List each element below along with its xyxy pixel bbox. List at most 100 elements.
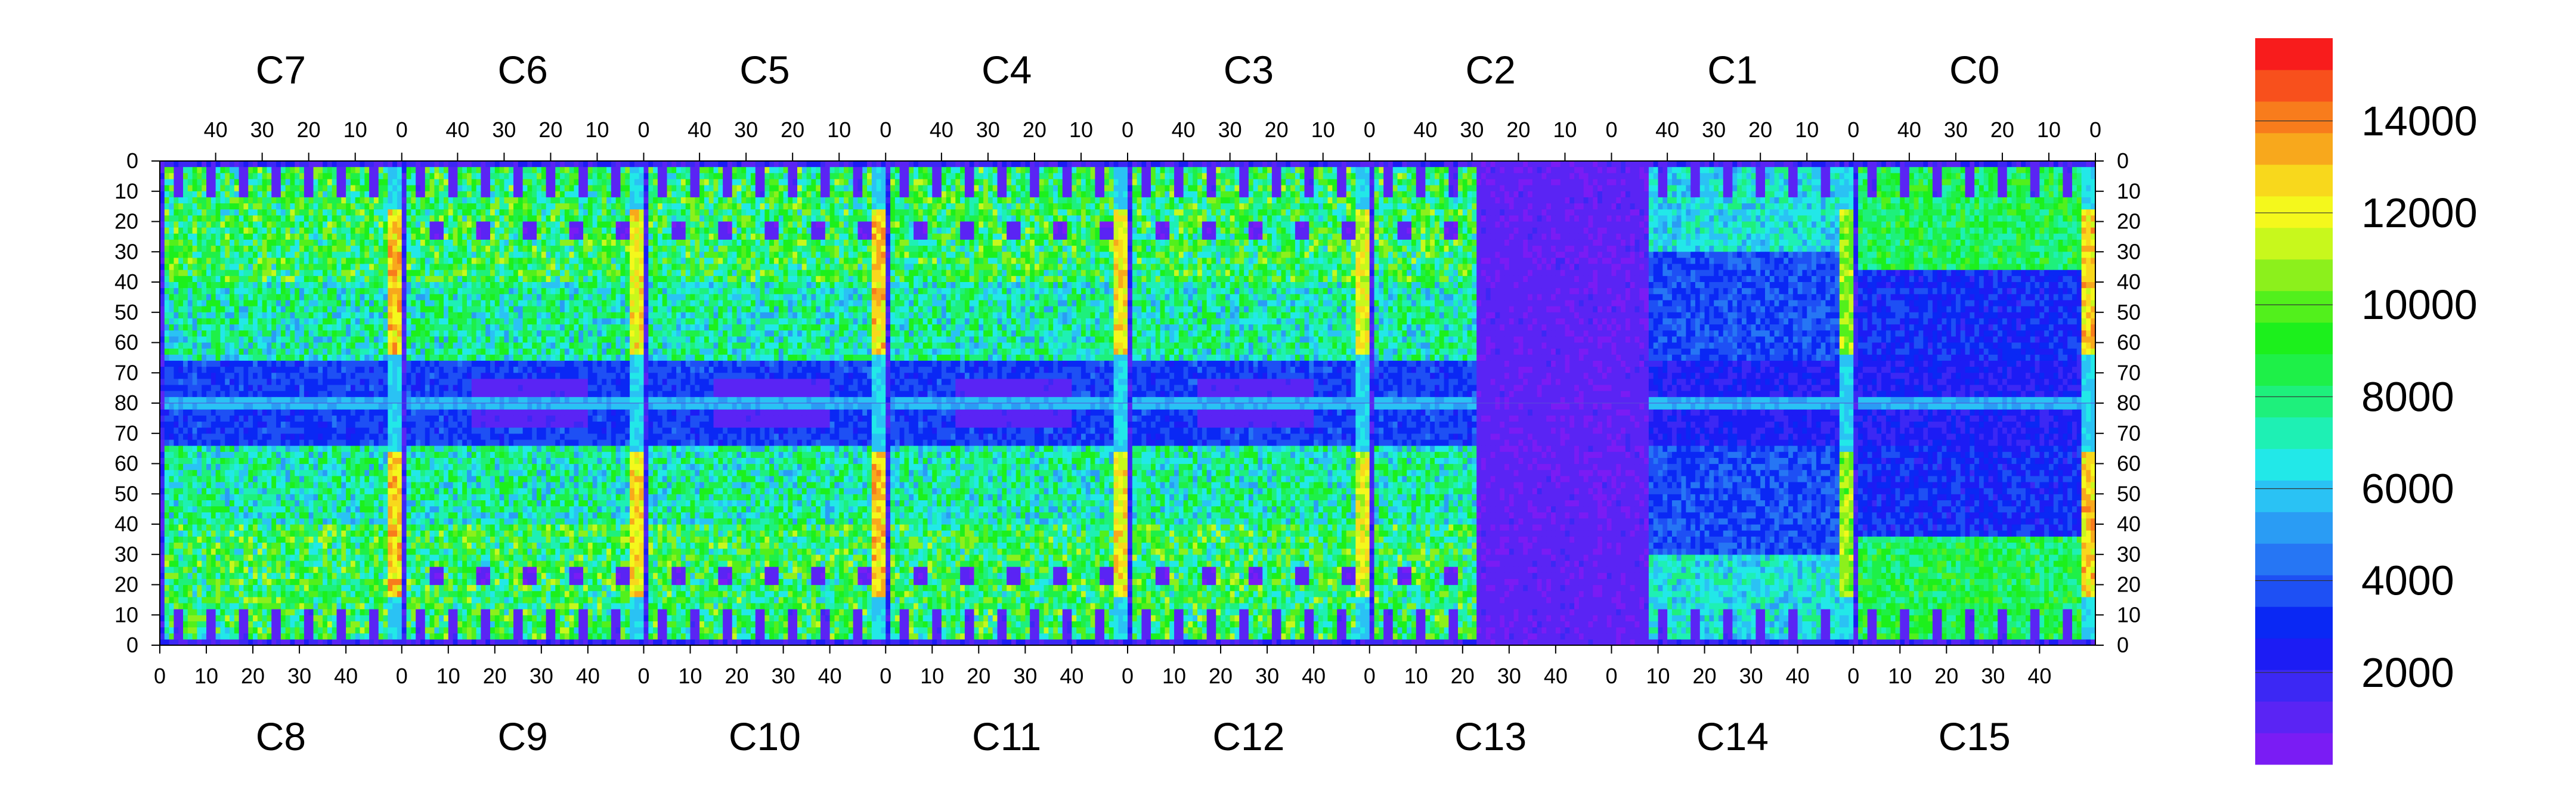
hitmap-cell <box>388 475 393 482</box>
hitmap-cell <box>522 203 528 210</box>
hitmap-cell <box>220 221 225 228</box>
hitmap-cell <box>239 621 244 628</box>
hitmap-cell <box>276 615 281 621</box>
hitmap-cell <box>187 560 193 567</box>
hitmap-cell <box>397 615 402 621</box>
hitmap-cell <box>276 542 281 549</box>
hitmap-cell <box>202 488 207 494</box>
hitmap-cell <box>220 578 225 586</box>
hitmap-cell <box>318 221 323 228</box>
hitmap-cell <box>392 324 398 331</box>
hitmap-cell <box>355 215 361 222</box>
hitmap-cell <box>513 239 519 246</box>
hitmap-cell <box>243 457 249 465</box>
hitmap-cell <box>215 542 221 549</box>
hitmap-cell <box>341 252 346 258</box>
hitmap-cell <box>332 518 338 525</box>
hitmap-cell <box>350 252 356 258</box>
hitmap-cell <box>522 173 528 180</box>
hitmap-cell <box>373 415 379 422</box>
hitmap-cell <box>239 602 244 609</box>
hitmap-cell <box>369 288 374 295</box>
hitmap-cell <box>304 554 309 561</box>
hitmap-cell <box>350 264 356 271</box>
hitmap-cell <box>202 336 207 343</box>
hitmap-cell <box>323 246 328 252</box>
hitmap-cell <box>276 270 281 277</box>
hitmap-cell <box>509 173 514 180</box>
hitmap-cell <box>355 445 361 452</box>
hitmap-cell <box>401 258 407 265</box>
hitmap-cell <box>210 391 216 398</box>
hitmap-cell <box>239 536 244 543</box>
hitmap-cell <box>392 590 398 597</box>
hitmap-cell <box>164 506 170 513</box>
hitmap-cell <box>206 306 212 313</box>
hitmap-cell <box>243 264 249 271</box>
hitmap-cell <box>248 494 253 500</box>
hitmap-cell <box>569 227 575 234</box>
hitmap-cell <box>276 421 281 428</box>
hitmap-cell <box>634 221 640 228</box>
hitmap-cell <box>360 457 365 465</box>
hitmap-cell <box>383 354 388 361</box>
hitmap-cell <box>420 215 426 222</box>
hitmap-cell <box>388 161 393 168</box>
hitmap-cell <box>490 252 496 258</box>
hitmap-cell <box>253 506 258 513</box>
hitmap-cell <box>304 233 309 240</box>
hitmap-cell <box>267 530 272 537</box>
hitmap-cell <box>271 203 277 210</box>
hitmap-cell <box>160 590 165 597</box>
hitmap-cell <box>206 275 212 283</box>
hitmap-cell <box>466 179 472 186</box>
hitmap-cell <box>304 282 309 289</box>
hitmap-cell <box>509 252 514 258</box>
hitmap-cell <box>550 246 556 252</box>
hitmap-cell <box>448 191 454 198</box>
hitmap-cell <box>318 596 323 603</box>
hitmap-cell <box>318 203 323 210</box>
hitmap-cell <box>225 385 230 392</box>
hitmap-cell <box>187 439 193 446</box>
hitmap-cell <box>308 475 314 482</box>
hitmap-cell <box>369 566 374 573</box>
hitmap-cell <box>485 179 491 186</box>
hitmap-cell <box>406 221 411 228</box>
hitmap-cell <box>392 246 398 252</box>
hitmap-cell <box>183 512 188 519</box>
hitmap-cell <box>383 239 388 246</box>
hitmap-cell <box>323 173 328 180</box>
hitmap-cell <box>164 596 170 603</box>
hitmap-cell <box>341 270 346 277</box>
hitmap-cell <box>369 403 374 410</box>
hitmap-cell <box>295 506 300 513</box>
hitmap-cell <box>355 306 361 313</box>
hitmap-cell <box>615 233 621 240</box>
hitmap-cell <box>197 554 202 561</box>
hitmap-cell <box>285 602 291 609</box>
hitmap-cell <box>471 227 477 234</box>
hitmap-cell <box>239 288 244 295</box>
hitmap-cell <box>271 439 277 446</box>
hitmap-cell <box>355 506 361 513</box>
hitmap-cell <box>202 572 207 579</box>
hitmap-cell <box>360 391 365 398</box>
hitmap-cell <box>373 215 379 222</box>
hitmap-cell <box>202 342 207 349</box>
hitmap-cell <box>262 221 268 228</box>
hitmap-cell <box>583 179 589 186</box>
hitmap-cell <box>346 566 351 573</box>
hitmap-cell <box>378 590 384 597</box>
hitmap-cell <box>169 161 175 168</box>
hitmap-cell <box>230 270 235 277</box>
hitmap-cell <box>178 469 184 476</box>
hitmap-cell <box>234 221 240 228</box>
hitmap-cell <box>183 294 188 301</box>
hitmap-cell <box>560 252 565 258</box>
hitmap-cell <box>420 227 426 234</box>
hitmap-cell <box>187 524 193 531</box>
hitmap-cell <box>546 179 552 186</box>
hitmap-cell <box>178 536 184 543</box>
hitmap-cell <box>243 391 249 398</box>
